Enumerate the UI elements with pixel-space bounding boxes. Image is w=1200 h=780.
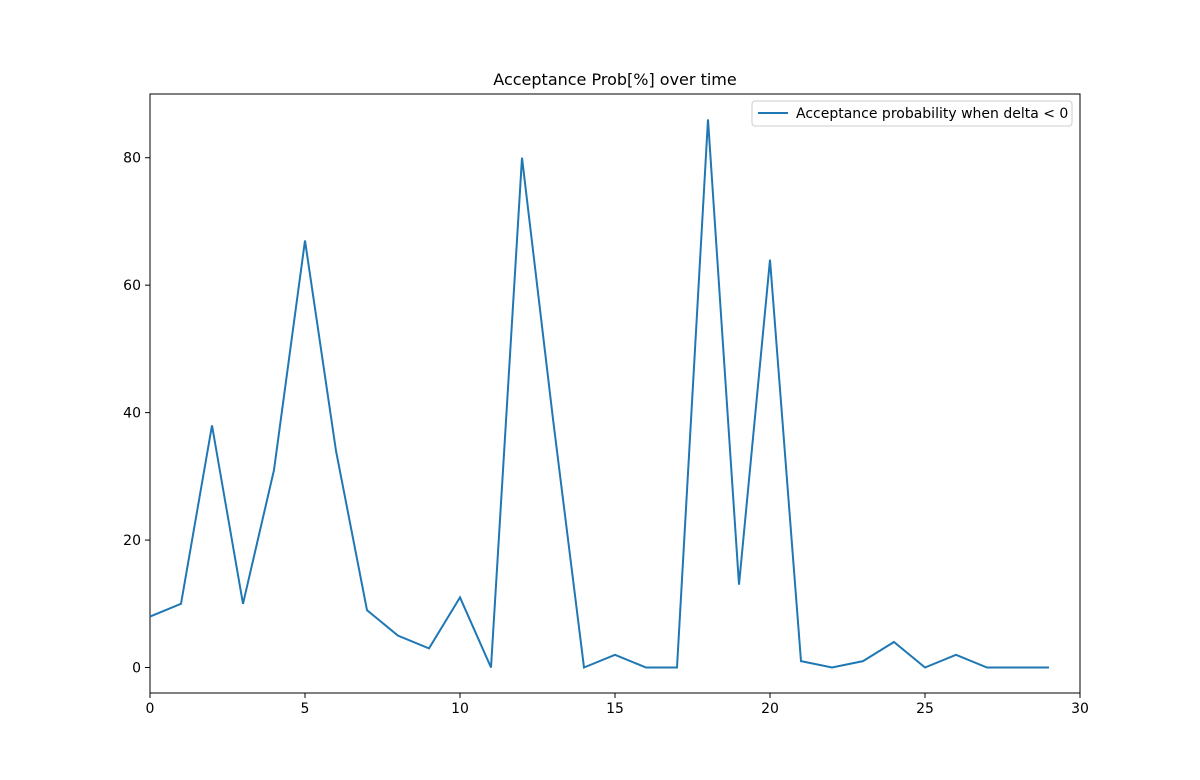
x-tick-label: 15 [606,701,624,717]
y-axis: 0 20 40 60 80 [123,151,150,677]
x-tick-label: 25 [916,701,934,717]
y-tick-label: 20 [123,533,141,549]
x-tick-label: 10 [451,701,469,717]
legend-label: Acceptance probability when delta < 0 [796,106,1068,122]
x-tick-label: 5 [301,701,310,717]
series-layer [149,119,1049,669]
chart-title: Acceptance Prob[%] over time [493,70,736,89]
x-tick-label: 30 [1071,701,1089,717]
y-tick-label: 60 [123,278,141,294]
x-tick-label: 20 [761,701,779,717]
plot-frame [149,93,1081,694]
legend-box [751,100,1073,127]
y-tick-label: 0 [132,661,141,677]
plot-area [149,93,1081,694]
x-axis: 0 5 10 15 20 25 30 [146,693,1089,717]
legend: Acceptance probability when delta < 0 [751,100,1073,127]
y-tick-label: 40 [123,406,141,422]
x-tick-label: 0 [146,701,155,717]
y-tick-label: 80 [123,151,141,167]
series-line [149,119,1049,669]
